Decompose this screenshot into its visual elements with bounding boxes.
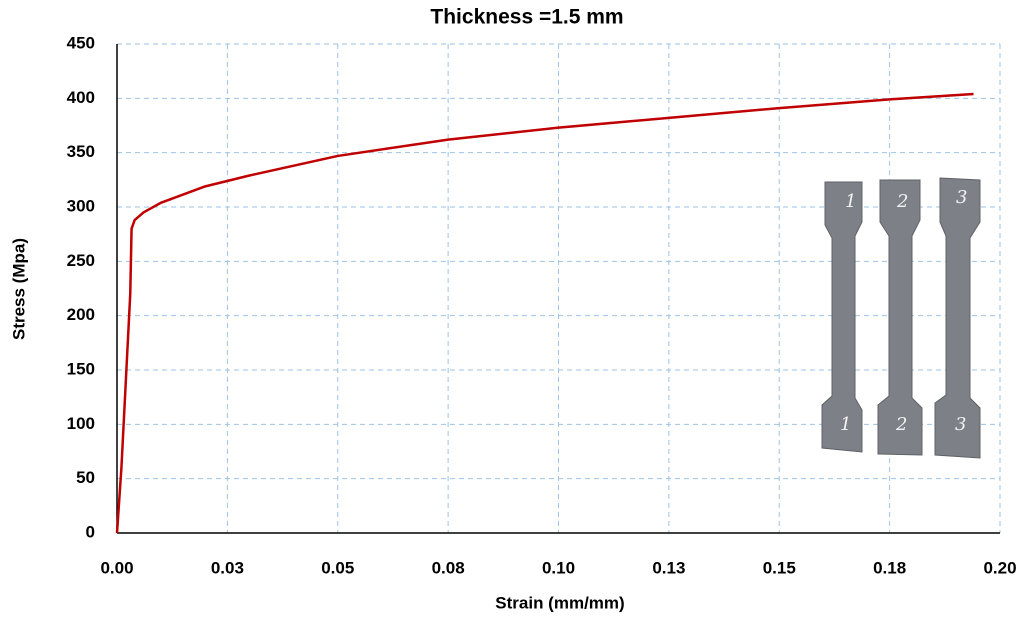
y-axis-label: Stress (Mpa) [9,238,28,340]
y-tick-label: 150 [67,359,95,378]
x-tick-label: 0.03 [211,558,244,577]
specimen-photo: 1 2 3 1 2 3 [821,177,981,459]
chart-title: Thickness =1.5 mm [430,6,623,29]
y-tick-label: 400 [67,88,95,107]
x-tick-label: 0.20 [983,558,1016,577]
specimen [934,177,981,459]
data-line [115,92,974,534]
x-tick-label: 0.10 [542,558,575,577]
y-tick-label: 450 [67,33,95,52]
y-tick-label: 250 [67,251,95,270]
y-tick-label: 100 [67,414,95,433]
specimen-label: 2 [896,191,908,212]
grid [117,43,1001,533]
y-tick-label: 300 [67,196,95,215]
x-axis-label: Strain (mm/mm) [495,593,624,612]
y-tick-label: 200 [67,305,95,324]
x-tick-label: 0.18 [873,558,906,577]
specimen-label: 2 [895,414,907,435]
y-tick-label: 350 [67,142,95,161]
specimen [877,179,923,456]
x-tick-label: 0.08 [432,558,465,577]
y-tick-label: 0 [86,522,95,541]
x-tick-label: 0.13 [652,558,685,577]
specimen-label: 1 [845,191,856,212]
specimen-label: 3 [955,414,966,435]
specimen-label: 3 [956,187,967,208]
x-tick-label: 0.05 [321,558,354,577]
y-tick-label: 50 [76,468,95,487]
specimen [821,181,863,453]
x-tick-label: 0.15 [763,558,796,577]
specimen-label: 1 [840,414,851,435]
x-tick-label: 0.00 [100,558,133,577]
